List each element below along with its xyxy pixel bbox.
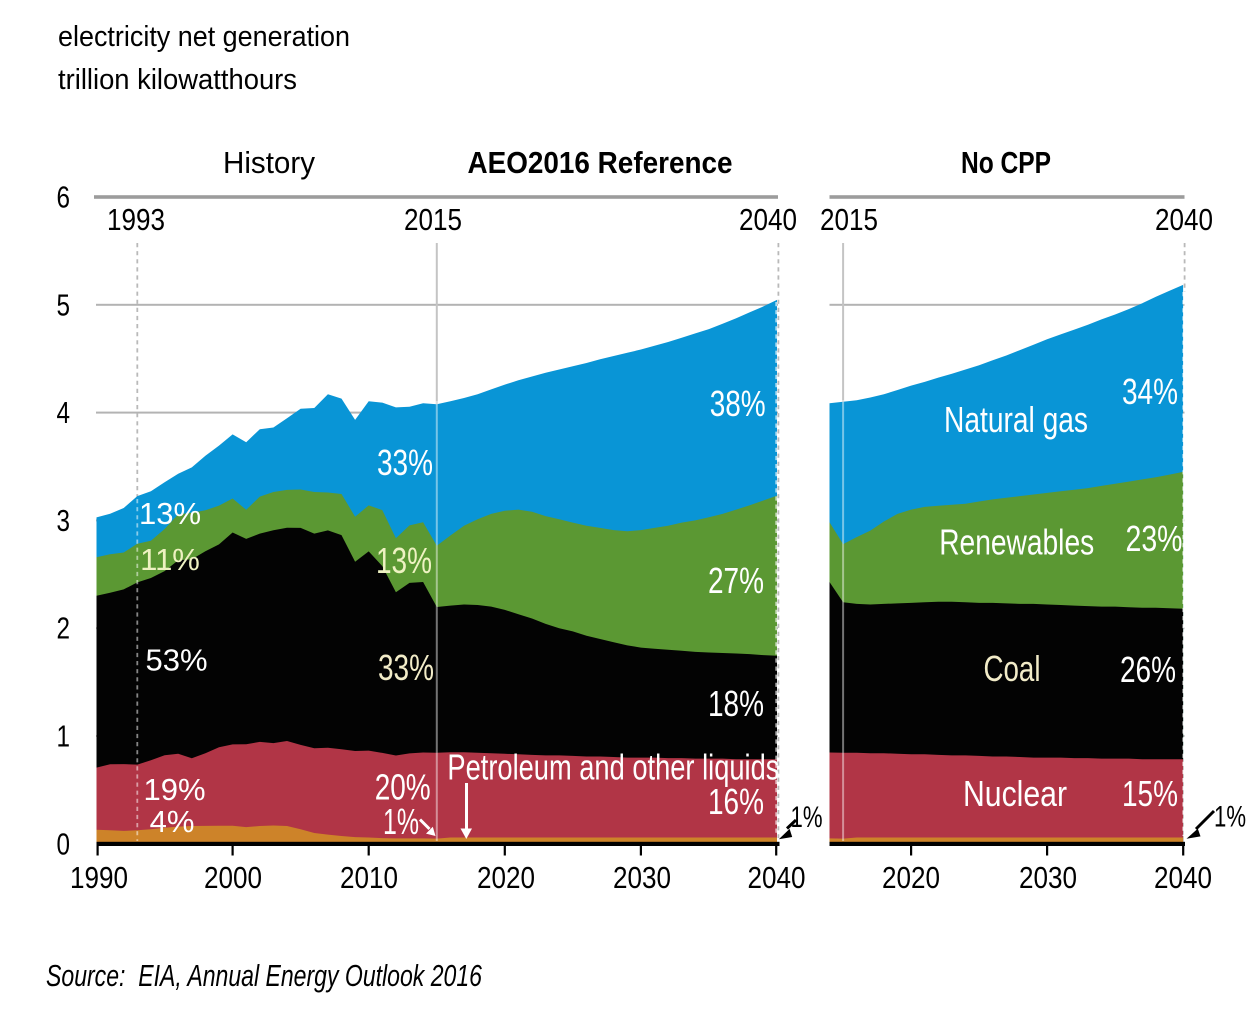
svg-text:Natural gas: Natural gas bbox=[944, 399, 1088, 440]
svg-text:20%: 20% bbox=[375, 767, 431, 808]
svg-text:53%: 53% bbox=[145, 643, 207, 678]
svg-text:16%: 16% bbox=[708, 781, 764, 822]
svg-text:trillion kilowatthours: trillion kilowatthours bbox=[58, 64, 297, 96]
svg-text:2040: 2040 bbox=[1155, 202, 1213, 237]
svg-text:Nuclear: Nuclear bbox=[963, 773, 1067, 814]
svg-text:27%: 27% bbox=[708, 560, 764, 601]
svg-text:1993: 1993 bbox=[107, 202, 165, 237]
svg-text:1%: 1% bbox=[383, 801, 419, 842]
svg-text:2: 2 bbox=[57, 611, 71, 646]
svg-text:11%: 11% bbox=[140, 542, 200, 577]
svg-text:2000: 2000 bbox=[204, 860, 262, 895]
svg-text:19%: 19% bbox=[143, 772, 205, 807]
svg-text:33%: 33% bbox=[378, 647, 434, 688]
svg-text:4: 4 bbox=[57, 395, 71, 430]
svg-text:1%: 1% bbox=[791, 801, 823, 834]
svg-text:2015: 2015 bbox=[404, 202, 462, 237]
svg-text:33%: 33% bbox=[377, 442, 433, 483]
svg-text:AEO2016 Reference: AEO2016 Reference bbox=[468, 146, 733, 180]
svg-text:2015: 2015 bbox=[820, 202, 878, 237]
svg-text:History: History bbox=[223, 146, 316, 180]
svg-text:Coal: Coal bbox=[984, 648, 1041, 689]
svg-text:23%: 23% bbox=[1126, 518, 1183, 559]
svg-text:electricity net generation: electricity net generation bbox=[58, 21, 350, 53]
svg-text:3: 3 bbox=[57, 503, 71, 538]
svg-text:5: 5 bbox=[57, 287, 71, 322]
svg-text:1: 1 bbox=[57, 719, 71, 754]
svg-text:26%: 26% bbox=[1120, 649, 1176, 690]
svg-text:18%: 18% bbox=[708, 683, 764, 724]
svg-text:2020: 2020 bbox=[882, 860, 940, 895]
svg-text:15%: 15% bbox=[1122, 773, 1178, 814]
svg-text:0: 0 bbox=[57, 826, 71, 861]
svg-text:2030: 2030 bbox=[1019, 860, 1077, 895]
svg-text:13%: 13% bbox=[139, 496, 201, 531]
svg-text:4%: 4% bbox=[150, 804, 195, 839]
svg-text:13%: 13% bbox=[376, 540, 432, 581]
svg-text:No CPP: No CPP bbox=[961, 146, 1051, 180]
svg-text:2040: 2040 bbox=[1154, 860, 1212, 895]
svg-text:2010: 2010 bbox=[340, 860, 398, 895]
svg-text:6: 6 bbox=[57, 180, 71, 215]
svg-text:34%: 34% bbox=[1122, 371, 1178, 412]
svg-text:Renewables: Renewables bbox=[939, 522, 1094, 563]
svg-text:2020: 2020 bbox=[477, 860, 535, 895]
svg-text:38%: 38% bbox=[710, 383, 766, 424]
svg-text:2040: 2040 bbox=[739, 202, 797, 237]
svg-text:2040: 2040 bbox=[748, 860, 806, 895]
svg-text:1990: 1990 bbox=[70, 860, 128, 895]
svg-text:2030: 2030 bbox=[613, 860, 671, 895]
svg-text:1%: 1% bbox=[1214, 801, 1246, 834]
svg-text:Source: EIA, Annual Energy Ou: Source: EIA, Annual Energy Outlook 2016 bbox=[46, 959, 482, 993]
svg-text:Petroleum and other liquids: Petroleum and other liquids bbox=[447, 747, 779, 788]
